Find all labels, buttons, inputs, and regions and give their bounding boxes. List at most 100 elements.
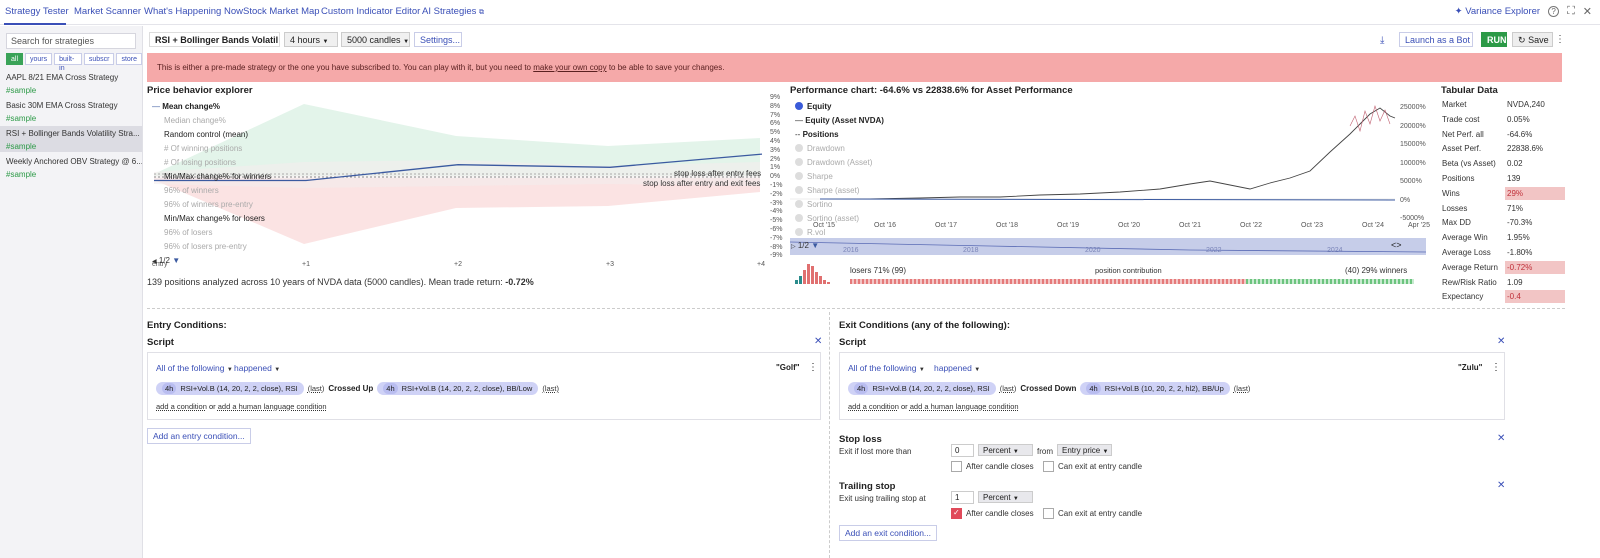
add-condition-link[interactable]: add a condition — [848, 402, 899, 411]
trailing-after-close-checkbox[interactable]: ✓ — [951, 508, 962, 519]
filter-all-button[interactable]: all — [6, 53, 24, 65]
stop-loss-value-input[interactable]: 0 — [951, 444, 974, 457]
strategy-list-item[interactable]: AAPL 8/21 EMA Cross Strategy #sample — [0, 70, 142, 96]
indicator-label: RSI+Vol.B (14, 20, 2, 2, close), BB/Low — [401, 384, 533, 393]
stop-loss-unit-select[interactable]: Percent ▼ — [978, 444, 1033, 456]
happened-select[interactable]: happened ▼ — [234, 363, 280, 373]
timeframe-select[interactable]: 4 hours ▼ — [284, 32, 338, 47]
perf-legend-drawdown[interactable]: Drawdown — [795, 144, 845, 153]
legend-96-losers-pre[interactable]: 96% of losers pre-entry — [164, 242, 247, 251]
y-tick-label: 6% — [770, 120, 781, 128]
close-icon[interactable]: ✕ — [1497, 480, 1506, 491]
tab-market-scanner[interactable]: Market Scanner — [74, 6, 142, 17]
trailing-stop-unit-select[interactable]: Percent ▼ — [978, 491, 1033, 503]
filter-builtin-button[interactable]: built-in — [54, 53, 82, 72]
last-link[interactable]: (last) — [542, 384, 559, 393]
filter-yours-button[interactable]: yours — [25, 53, 53, 65]
more-options-icon[interactable]: ⋮ — [1555, 34, 1565, 45]
last-link[interactable]: (last) — [999, 384, 1017, 393]
legend-minmax-losers[interactable]: Min/Max change% for losers — [164, 214, 265, 223]
close-icon[interactable]: ✕ — [814, 336, 823, 347]
tab-whats-happening-now[interactable]: What's Happening Now — [144, 6, 243, 17]
stop-loss-ref-select[interactable]: Entry price ▼ — [1057, 444, 1112, 456]
perf-legend-sharpe-asset[interactable]: Sharpe (asset) — [795, 186, 859, 195]
make-copy-link[interactable]: make your own copy — [533, 63, 607, 72]
strategy-list-item[interactable]: Basic 30M EMA Cross Strategy #sample — [0, 98, 142, 124]
indicator-chip[interactable]: 4h RSI+Vol.B (10, 20, 2, 2, hl2), BB/Up — [1080, 382, 1230, 395]
last-link[interactable]: (last) — [307, 384, 325, 393]
settings-button[interactable]: Settings... — [414, 32, 462, 47]
legend-random-control[interactable]: Random control (mean) — [164, 130, 249, 139]
strategy-name-field[interactable]: RSI + Bollinger Bands Volatil — [149, 32, 280, 47]
download-icon[interactable]: ⤓ — [1380, 35, 1385, 46]
tabular-row: Beta (vs Asset) 0.02 — [1440, 157, 1568, 171]
perf-legend-positions[interactable]: -- Positions — [795, 130, 839, 139]
legend-winning-positions[interactable]: # Of winning positions — [164, 144, 243, 153]
more-options-icon[interactable]: ⋮ — [808, 362, 818, 373]
run-button[interactable]: RUN — [1481, 32, 1507, 47]
filter-store-button[interactable]: store — [116, 53, 142, 65]
close-icon[interactable]: ✕ — [1497, 433, 1506, 444]
perf-legend-equity[interactable]: Equity — [795, 102, 831, 111]
x-tick-label: Oct '22 — [1240, 222, 1262, 229]
price-pager[interactable]: ◀ 1/2 ▼ — [152, 256, 180, 265]
navigator-handle-icon[interactable]: <> — [1391, 240, 1402, 250]
perf-legend-sharpe[interactable]: Sharpe — [795, 172, 833, 181]
all-following-select[interactable]: All of the following ▼ — [156, 363, 233, 373]
indicator-chip[interactable]: 4h RSI+Vol.B (14, 20, 2, 2, close), BB/Lo… — [377, 382, 539, 395]
legend-minmax-winners[interactable]: Min/Max change% for winners — [164, 172, 272, 181]
legend-96-winners-pre[interactable]: 96% of winners pre-entry — [164, 200, 253, 209]
legend-96-losers[interactable]: 96% of losers — [164, 228, 213, 237]
candles-select[interactable]: 5000 candles ▼ — [341, 32, 410, 47]
tab-strategy-tester[interactable]: Strategy Tester — [5, 6, 69, 17]
tab-ai-strategies[interactable]: AI Strategies ⧉ — [422, 6, 484, 17]
time-navigator[interactable] — [790, 238, 1426, 255]
perf-legend-asset-equity[interactable]: — Equity (Asset NVDA) — [795, 116, 884, 125]
filter-subscr-button[interactable]: subscr — [83, 53, 115, 65]
add-entry-condition-button[interactable]: Add an entry condition... — [147, 428, 251, 444]
add-human-condition-link[interactable]: add a human language condition — [217, 402, 327, 411]
close-icon[interactable]: ✕ — [1582, 6, 1592, 18]
from-label: from — [1037, 447, 1053, 456]
fullscreen-icon[interactable]: ⛶ — [1567, 5, 1575, 17]
launch-bot-button[interactable]: Launch as a Bot — [1399, 32, 1473, 47]
x-tick-label: +4 — [757, 261, 765, 268]
perf-legend-rvol[interactable]: R.vol — [795, 228, 825, 237]
add-human-condition-link[interactable]: add a human language condition — [909, 402, 1019, 411]
add-condition-link[interactable]: add a condition — [156, 402, 207, 411]
operator-label[interactable]: Crossed Down — [1020, 384, 1077, 393]
add-exit-condition-button[interactable]: Add an exit condition... — [839, 525, 938, 541]
legend-label: Positions — [802, 130, 839, 139]
stop-loss-after-close-checkbox[interactable] — [951, 461, 962, 472]
strategy-list-item[interactable]: Weekly Anchored OBV Strategy @ 6... #sam… — [0, 154, 142, 180]
more-options-icon[interactable]: ⋮ — [1491, 362, 1501, 373]
save-button[interactable]: ↻ Save — [1512, 32, 1553, 47]
perf-legend-sortino[interactable]: Sortino — [795, 200, 832, 209]
happened-select[interactable]: happened ▼ — [934, 363, 980, 373]
close-icon[interactable]: ✕ — [1497, 336, 1506, 347]
legend-mean-change[interactable]: — Mean change% — [152, 102, 220, 111]
help-icon[interactable]: ? — [1548, 6, 1560, 17]
perf-pager[interactable]: ▷ 1/2 ▼ — [791, 241, 819, 250]
indicator-chip[interactable]: 4h RSI+Vol.B (14, 20, 2, 2, close), RSI — [156, 382, 304, 395]
legend-median-change[interactable]: Median change% — [164, 116, 226, 125]
legend-96-winners[interactable]: 96% of winners — [164, 186, 219, 195]
all-following-select[interactable]: All of the following ▼ — [848, 363, 925, 373]
last-link[interactable]: (last) — [1233, 384, 1251, 393]
condition-name[interactable]: "Golf" — [776, 363, 800, 372]
stop-loss-can-exit-checkbox[interactable] — [1043, 461, 1054, 472]
perf-legend-sortino-asset[interactable]: Sortino (asset) — [795, 214, 859, 223]
variance-explorer-link[interactable]: ✦ Variance Explorer — [1455, 6, 1540, 17]
trailing-stop-value-input[interactable]: 1 — [951, 491, 974, 504]
trailing-can-exit-checkbox[interactable] — [1043, 508, 1054, 519]
operator-label[interactable]: Crossed Up — [328, 384, 374, 393]
indicator-chip[interactable]: 4h RSI+Vol.B (14, 20, 2, 2, close), RSI — [848, 382, 996, 395]
perf-legend-drawdown-asset[interactable]: Drawdown (Asset) — [795, 158, 872, 167]
tab-stock-market-map[interactable]: Stock Market Map — [243, 6, 320, 17]
external-link-icon: ⧉ — [479, 9, 485, 16]
tab-custom-indicator-editor[interactable]: Custom Indicator Editor — [321, 6, 421, 17]
legend-losing-positions[interactable]: # Of losing positions — [164, 158, 237, 167]
strategy-search-input[interactable]: Search for strategies — [6, 33, 136, 49]
condition-name[interactable]: "Zulu" — [1458, 363, 1483, 372]
strategy-list-item-selected[interactable]: RSI + Bollinger Bands Volatility Stra...… — [0, 126, 142, 152]
